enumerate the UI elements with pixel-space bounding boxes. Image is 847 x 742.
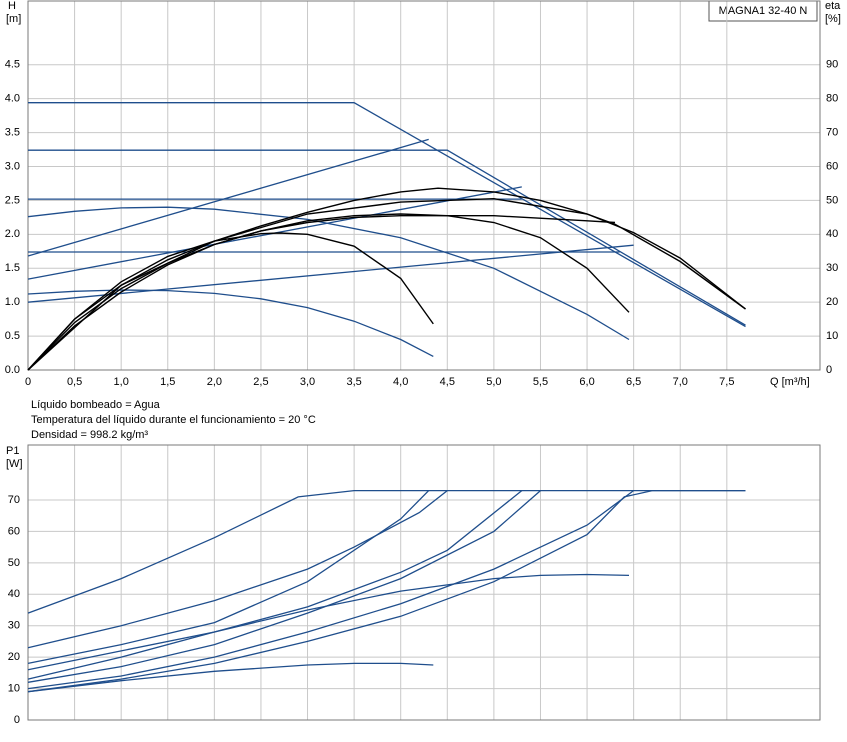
chart-title: MAGNA1 32-40 N [719, 5, 808, 17]
y2-tick-label: 20 [826, 296, 838, 308]
x-tick-label: 4,0 [393, 376, 408, 388]
y-tick-label: 0 [14, 714, 20, 726]
x-tick-label: 0 [25, 376, 31, 388]
y2-tick-label: 10 [826, 330, 838, 342]
y-tick-label: 4.0 [5, 93, 20, 105]
plot-frame [27, 444, 821, 721]
y-tick-label: 70 [8, 494, 20, 506]
y-tick-label: 2.5 [5, 194, 20, 206]
x-tick-label: 3,0 [300, 376, 315, 388]
y2-tick-label: 60 [826, 160, 838, 172]
curve [27, 215, 616, 371]
x-tick-label: 7,0 [673, 376, 688, 388]
curve [27, 490, 430, 665]
annotation: Líquido bombeado = Agua [31, 399, 161, 411]
y-tick-label: 2.0 [5, 228, 20, 240]
curve [27, 289, 434, 357]
y-tick-label: 0.5 [5, 330, 20, 342]
curve [27, 206, 630, 341]
y2-tick-label: 50 [826, 194, 838, 206]
y2-tick-label: 40 [826, 228, 838, 240]
y2-tick-label: 70 [826, 126, 838, 138]
y-axis-label: P1 [6, 445, 19, 457]
curve [27, 489, 746, 693]
x-tick-label: 1,5 [160, 376, 175, 388]
y2-tick-label: 80 [826, 93, 838, 105]
x-tick-label: 3,5 [346, 376, 361, 388]
x-tick-label: 6,5 [626, 376, 641, 388]
annotation: Densidad = 998.2 kg/m³ [31, 429, 148, 441]
curve [27, 490, 634, 690]
y-tick-label: 40 [8, 588, 20, 600]
curve [27, 187, 746, 371]
curve [27, 573, 630, 680]
x-tick-label: 4,5 [440, 376, 455, 388]
curve [27, 213, 630, 371]
y-tick-label: 20 [8, 651, 20, 663]
plot-frame [27, 0, 821, 371]
y-axis-unit: [m] [6, 13, 21, 25]
x-axis-label: Q [m³/h] [770, 376, 810, 388]
curve [27, 244, 634, 303]
x-tick-label: 1,0 [114, 376, 129, 388]
y-tick-label: 10 [8, 682, 20, 694]
y-tick-label: 1.5 [5, 262, 20, 274]
x-tick-label: 6,0 [579, 376, 594, 388]
curve [27, 197, 746, 371]
curve [27, 489, 746, 614]
y-tick-label: 1.0 [5, 296, 20, 308]
x-tick-label: 5,0 [486, 376, 501, 388]
curve [27, 138, 429, 257]
x-tick-label: 2,0 [207, 376, 222, 388]
y2-axis-unit: [%] [825, 13, 841, 25]
curve [27, 490, 448, 649]
annotation: Temperatura del líquido durante el funci… [31, 414, 316, 426]
curve [27, 490, 541, 683]
curve [27, 490, 523, 671]
x-tick-label: 5,5 [533, 376, 548, 388]
curve [28, 149, 746, 326]
x-tick-label: 7,5 [719, 376, 734, 388]
y-tick-label: 4.5 [5, 59, 20, 71]
y-axis-unit: [W] [6, 458, 23, 470]
x-tick-label: 0,5 [67, 376, 82, 388]
y-tick-label: 30 [8, 620, 20, 632]
y2-tick-label: 30 [826, 262, 838, 274]
curve [27, 232, 434, 371]
y-tick-label: 60 [8, 525, 20, 537]
y2-tick-label: 0 [826, 364, 832, 376]
x-tick-label: 2,5 [253, 376, 268, 388]
y-tick-label: 50 [8, 557, 20, 569]
y-tick-label: 3.0 [5, 160, 20, 172]
y2-axis-label: eta [825, 0, 841, 12]
y-tick-label: 0.0 [5, 364, 20, 376]
y2-tick-label: 90 [826, 59, 838, 71]
y-tick-label: 3.5 [5, 126, 20, 138]
curve [27, 662, 434, 693]
y-axis-label: H [8, 0, 16, 12]
